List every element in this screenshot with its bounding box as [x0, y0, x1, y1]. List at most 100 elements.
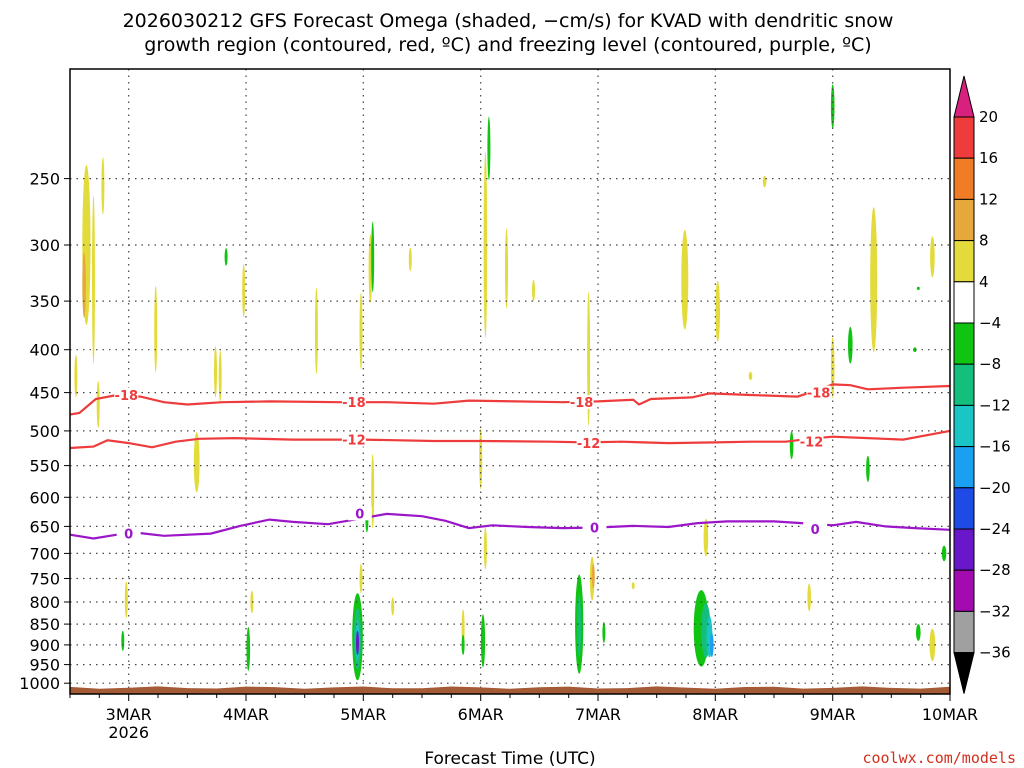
- x-tick-label-5MAR: 5MAR: [340, 705, 386, 724]
- omega-cell-18: [371, 221, 375, 293]
- y-tick-label-400: 400: [29, 341, 60, 360]
- freezing-level-label-bg-3: [803, 522, 828, 537]
- omega-cell-59: [866, 455, 870, 482]
- y-tick-label-300: 300: [29, 236, 60, 255]
- dgz-bottom-label-bg-0: [341, 432, 366, 447]
- colorbar-label-8: −16: [979, 438, 1011, 456]
- omega-cell-28: [408, 247, 412, 271]
- omega-cell-66: [941, 545, 947, 562]
- omega-cell-62: [930, 236, 935, 278]
- omega-cell-13: [250, 590, 254, 614]
- omega-cell-6: [124, 581, 128, 618]
- omega-cell-63: [913, 347, 917, 353]
- omega-cell-33: [487, 116, 491, 180]
- x-tick-sublabel-3MAR: 2026: [108, 723, 149, 742]
- dgz-top-label-1: -18: [342, 396, 366, 411]
- dgz-bottom-label-2: -12: [800, 436, 824, 451]
- y-axis: 250 300 350 400 450 500 550 600 650 700 750 800 850 9…: [19, 170, 70, 693]
- colorbar-label-5: −4: [979, 314, 1001, 332]
- plot-area: [74, 84, 947, 681]
- omega-shading: [74, 84, 947, 681]
- dgz-bottom-contour: [69, 429, 951, 450]
- colorbar-cell-3: [953, 198, 975, 242]
- omega-cell-44: [631, 582, 635, 590]
- colorbar-cell-1: [953, 116, 975, 159]
- freezing-level-label-0: 0: [124, 528, 133, 543]
- omega-cell-56: [830, 84, 835, 129]
- colorbar-label-11: −28: [979, 561, 1011, 579]
- omega-cell-9: [193, 432, 200, 493]
- colorbar-cell-12: [953, 569, 975, 612]
- colorbar-cell-10: [953, 487, 975, 530]
- colorbar-label-2: 12: [979, 190, 998, 208]
- colorbar-label-6: −8: [979, 355, 1001, 373]
- colorbar-cell-9: [953, 446, 975, 489]
- colorbar-cell-5: [953, 281, 975, 324]
- omega-cell-7: [121, 630, 125, 651]
- freezing-level-label-1: 0: [355, 507, 364, 522]
- freezing-level-label-bg-0: [116, 526, 141, 541]
- dgz-top-label-3: -18: [807, 387, 831, 402]
- omega-cell-35: [483, 527, 487, 570]
- omega-cell-32: [483, 152, 488, 338]
- dgz-bottom-label-1: -12: [577, 437, 601, 452]
- freezing-level-label-3: 0: [811, 523, 820, 538]
- ground-surface: [70, 686, 950, 694]
- colorbar: 20 16 12 8 4 −4 −8 −12 −16 −20 −24 −28 −32 −36: [953, 75, 1011, 694]
- omega-cell-61: [916, 286, 920, 290]
- omega-cell-65: [929, 628, 936, 662]
- dgz-top-label-bg-1: [341, 395, 366, 410]
- y-tick-label-750: 750: [29, 570, 60, 589]
- y-tick-label-550: 550: [29, 457, 60, 476]
- omega-cell-31: [480, 614, 486, 668]
- omega-cell-20: [371, 454, 375, 529]
- colorbar-cell-4: [953, 240, 975, 283]
- dgz-bottom-label-0: -12: [342, 434, 366, 449]
- y-tick-label-500: 500: [29, 422, 60, 441]
- y-tick-label-450: 450: [29, 384, 60, 403]
- x-tick-label-3MAR: 3MAR: [106, 705, 152, 724]
- omega-cell-57: [830, 337, 835, 398]
- y-tick-label-700: 700: [29, 544, 60, 563]
- credit-text: coolwx.com/models: [862, 749, 1016, 767]
- colorbar-label-13: −36: [979, 644, 1011, 662]
- ground-band: [70, 686, 950, 694]
- omega-cell-34: [479, 428, 483, 490]
- omega-cell-60: [870, 207, 878, 353]
- y-tick-label-1000: 1000: [19, 674, 60, 693]
- dgz-top-label-0: -18: [115, 389, 139, 404]
- omega-cell-52: [748, 371, 753, 381]
- omega-cell-11: [224, 248, 228, 266]
- omega-cell-30: [461, 634, 465, 656]
- dgz-top-label-2: -18: [570, 396, 594, 411]
- omega-cell-36: [505, 228, 508, 309]
- omega-cell-45: [681, 229, 689, 330]
- y-tick-label-800: 800: [29, 593, 60, 612]
- omega-cell-51: [710, 632, 714, 658]
- dgz-top-label-bg-2: [569, 395, 594, 410]
- omega-cell-58: [848, 326, 853, 364]
- omega-cell-16: [314, 287, 318, 375]
- y-tick-label-600: 600: [29, 488, 60, 507]
- y-tick-label-900: 900: [29, 636, 60, 655]
- omega-cell-26: [356, 630, 359, 656]
- omega-cell-46: [715, 280, 720, 342]
- x-tick-label-4MAR: 4MAR: [223, 705, 269, 724]
- colorbar-label-7: −12: [979, 396, 1011, 414]
- colorbar-label-4: 4: [979, 273, 989, 291]
- freezing-level-label-2: 0: [590, 522, 599, 537]
- chart-title-line1: 2026030212 GFS Forecast Omega (shaded, −…: [123, 10, 894, 32]
- omega-cell-14: [246, 626, 251, 671]
- omega-cell-3: [101, 157, 105, 215]
- omega-cell-1: [82, 252, 86, 318]
- colorbar-label-0: 20: [979, 108, 998, 126]
- omega-cell-40: [591, 563, 595, 589]
- colorbar-cell-8: [953, 404, 975, 448]
- omega-cell-15: [218, 350, 222, 402]
- omega-cell-54: [789, 431, 794, 460]
- colorbar-cell-6: [953, 322, 975, 365]
- omega-cell-27: [391, 597, 395, 616]
- y-tick-label-650: 650: [29, 517, 60, 536]
